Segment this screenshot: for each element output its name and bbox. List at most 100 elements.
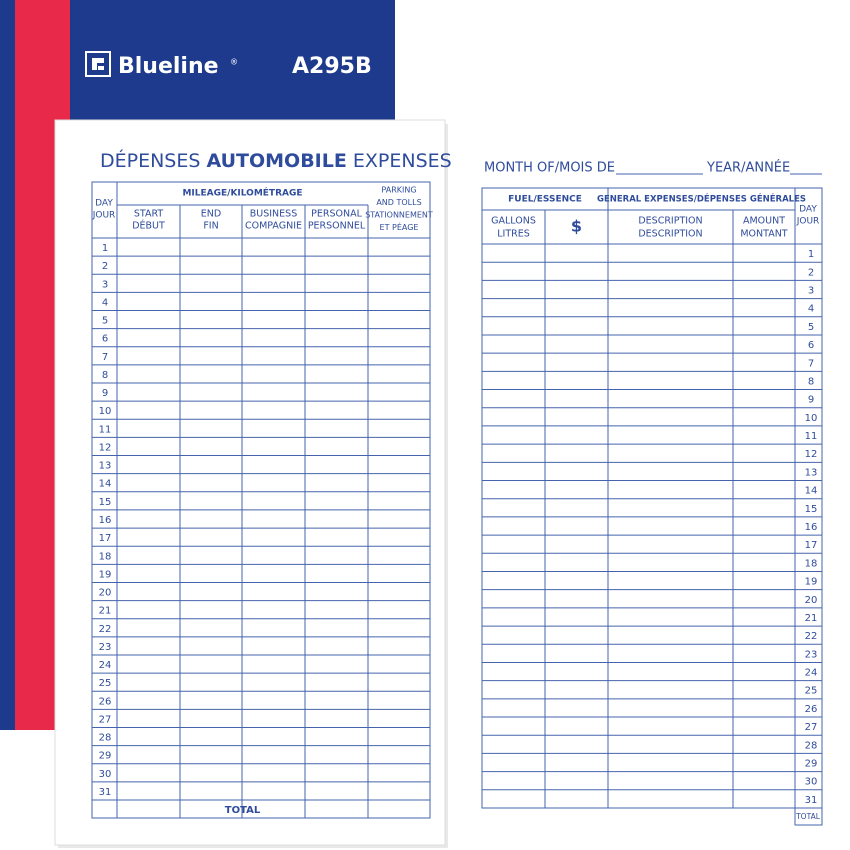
total-label: TOTAL <box>795 812 821 821</box>
day-number: 31 <box>99 787 112 798</box>
day-number: 17 <box>99 533 112 544</box>
day-number: 30 <box>99 769 112 780</box>
day-number: 26 <box>99 696 112 707</box>
day-number: 21 <box>805 613 818 624</box>
column-header: ET PÉAGE <box>380 221 419 232</box>
day-number: 28 <box>99 733 112 744</box>
day-number: 14 <box>99 479 112 490</box>
column-header: PARKING <box>381 186 416 195</box>
day-number: 11 <box>99 424 112 435</box>
day-number: 8 <box>808 376 814 387</box>
day-number: 23 <box>805 649 818 660</box>
day-header: JOUR <box>796 217 820 227</box>
day-number: 13 <box>99 461 112 472</box>
group-header: FUEL/ESSENCE <box>508 195 582 205</box>
day-number: 29 <box>805 759 818 770</box>
day-number: 5 <box>102 316 108 327</box>
day-number: 2 <box>808 267 814 278</box>
left-page <box>54 119 446 846</box>
day-number: 28 <box>805 740 818 751</box>
day-number: 1 <box>102 243 108 254</box>
day-number: 13 <box>805 467 818 478</box>
column-header: LITRES <box>497 229 530 240</box>
day-number: 25 <box>805 686 818 697</box>
title-part: AUTOMOBILE <box>206 150 346 172</box>
day-number: 19 <box>99 569 112 580</box>
model-number: A295B <box>292 54 372 79</box>
day-number: 10 <box>805 413 818 424</box>
day-number: 25 <box>99 678 112 689</box>
day-number: 7 <box>102 352 108 363</box>
day-number: 12 <box>805 449 818 460</box>
day-number: 7 <box>808 358 814 369</box>
column-header: AND TOLLS <box>376 198 421 207</box>
day-number: 31 <box>805 795 818 806</box>
day-number: 22 <box>99 624 112 635</box>
day-number: 22 <box>805 631 818 642</box>
total-label: TOTAL <box>225 805 261 816</box>
day-number: 5 <box>808 322 814 333</box>
right-page <box>455 125 850 850</box>
day-number: 23 <box>99 642 112 653</box>
right-day-column <box>794 187 823 826</box>
column-header: GALLONS <box>491 216 536 227</box>
day-number: 29 <box>99 751 112 762</box>
day-number: 4 <box>102 297 108 308</box>
day-number: 9 <box>102 388 108 399</box>
day-number: 14 <box>805 486 818 497</box>
logo-icon <box>85 51 111 77</box>
column-header: MONTANT <box>740 229 787 240</box>
day-number: 1 <box>808 249 814 260</box>
day-number: 16 <box>99 515 112 526</box>
day-header: DAY <box>95 199 113 209</box>
day-number: 10 <box>99 406 112 417</box>
day-number: 18 <box>99 551 112 562</box>
title-part: DÉPENSES <box>100 149 200 172</box>
day-number: 6 <box>808 340 814 351</box>
day-header: JOUR <box>92 211 116 221</box>
column-header: DESCRIPTION <box>638 229 702 240</box>
column-header: $ <box>571 217 582 236</box>
day-number: 18 <box>805 558 818 569</box>
day-number: 20 <box>805 595 818 606</box>
title-part: EXPENSES <box>353 150 452 172</box>
day-number: 21 <box>99 606 112 617</box>
day-number: 12 <box>99 442 112 453</box>
day-number: 9 <box>808 395 814 406</box>
column-header: COMPAGNIE <box>245 221 302 232</box>
day-number: 11 <box>805 431 818 442</box>
day-number: 24 <box>99 660 112 671</box>
column-header: PERSONNEL <box>308 221 366 232</box>
day-number: 30 <box>805 777 818 788</box>
group-header: GENERAL EXPENSES/DÉPENSES GÉNÉRALES <box>597 193 806 205</box>
left-table <box>91 181 431 819</box>
day-number: 3 <box>808 285 814 296</box>
day-number: 6 <box>102 334 108 345</box>
column-header: PERSONAL <box>311 209 362 220</box>
column-header: DÉBUT <box>132 220 165 232</box>
column-header: AMOUNT <box>743 216 785 227</box>
day-number: 2 <box>102 261 108 272</box>
day-number: 27 <box>805 722 818 733</box>
day-number: 8 <box>102 370 108 381</box>
column-header: FIN <box>203 221 218 232</box>
column-header: STATIONNEMENT <box>365 211 433 220</box>
day-number: 19 <box>805 577 818 588</box>
month-label: MONTH OF/MOIS DE <box>484 161 615 176</box>
day-number: 24 <box>805 668 818 679</box>
column-header: START <box>134 209 164 220</box>
column-header: END <box>201 209 221 220</box>
day-number: 16 <box>805 522 818 533</box>
day-number: 15 <box>805 504 818 515</box>
day-number: 15 <box>99 497 112 508</box>
day-number: 4 <box>808 304 814 315</box>
column-header: DESCRIPTION <box>638 216 702 227</box>
day-number: 3 <box>102 279 108 290</box>
title: DÉPENSES AUTOMOBILE EXPENSES <box>100 149 452 172</box>
day-number: 27 <box>99 714 112 725</box>
day-header: DAY <box>799 205 817 215</box>
column-header: BUSINESS <box>250 209 297 220</box>
day-number: 20 <box>99 588 112 599</box>
brand: Blueline <box>118 54 219 79</box>
